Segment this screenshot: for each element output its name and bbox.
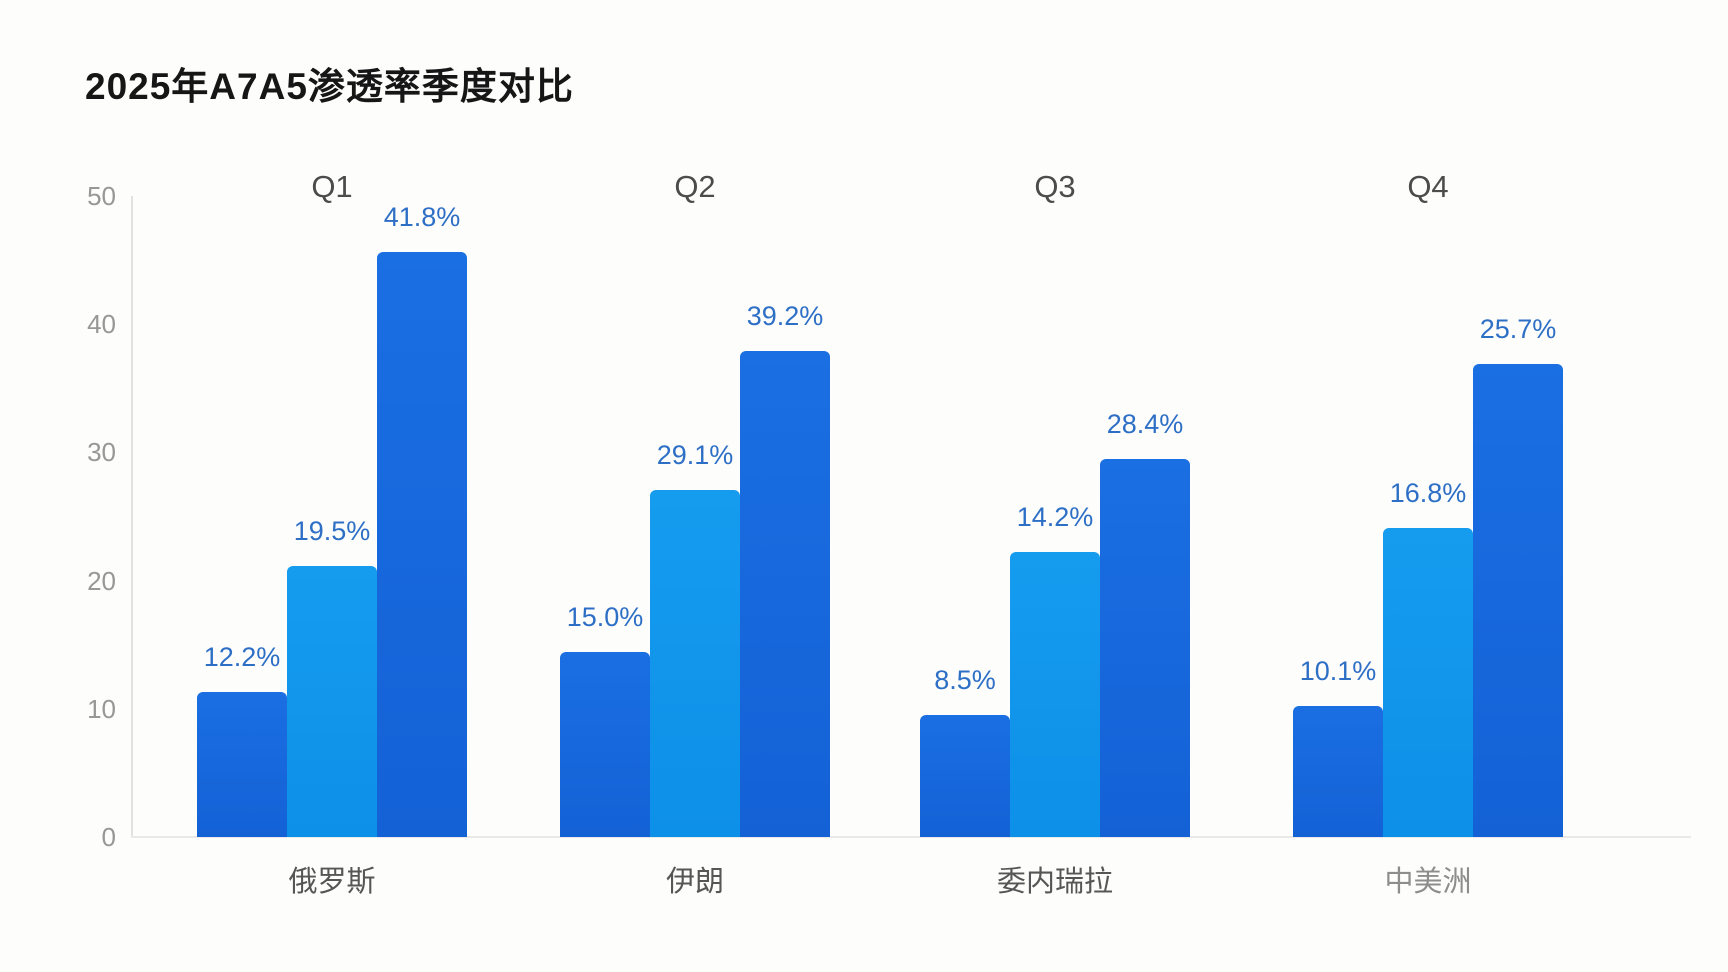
chart-title: 2025年A7A5渗透率季度对比 xyxy=(85,66,574,107)
y-axis-tick-label-30: 30 xyxy=(87,437,116,468)
bar-value-label-iran-series1: 15.0% xyxy=(566,602,644,633)
bar-value-label-central-america-series3: 25.7% xyxy=(1479,313,1557,344)
y-axis-line xyxy=(131,196,133,837)
y-axis-tick-label-10: 10 xyxy=(87,693,116,724)
category-label-iran: 伊朗 xyxy=(665,866,724,898)
bar-venezuela-series1 xyxy=(920,715,1010,837)
x-axis-baseline xyxy=(131,836,1691,838)
bar-value-label-venezuela-series1: 8.5% xyxy=(934,665,996,696)
bar-russia-series2 xyxy=(287,566,377,837)
category-label-venezuela: 委内瑞拉 xyxy=(996,866,1113,898)
y-axis-tick-label-0: 0 xyxy=(101,822,116,852)
quarter-header-q3: Q3 xyxy=(1034,169,1076,204)
bar-value-label-venezuela-series3: 28.4% xyxy=(1106,408,1184,439)
y-axis-tick-label-40: 40 xyxy=(87,309,116,340)
bar-value-label-iran-series2: 29.1% xyxy=(656,439,734,470)
bar-value-label-iran-series3: 39.2% xyxy=(746,301,824,332)
bar-iran-series1 xyxy=(560,652,650,837)
bar-russia-series1 xyxy=(197,692,287,837)
bar-value-label-central-america-series2: 16.8% xyxy=(1389,478,1467,509)
y-axis-tick-label-20: 20 xyxy=(87,565,116,596)
bar-russia-series3 xyxy=(377,252,467,837)
y-axis-tick-label-50: 50 xyxy=(87,181,116,211)
quarter-header-q1: Q1 xyxy=(311,169,353,204)
bar-value-label-russia-series1: 12.2% xyxy=(203,642,281,673)
category-label-russia: 俄罗斯 xyxy=(288,866,376,898)
quarter-header-q4: Q4 xyxy=(1407,169,1449,204)
bar-value-label-russia-series2: 19.5% xyxy=(293,516,371,547)
bar-central-america-series2 xyxy=(1383,528,1473,837)
bar-iran-series2 xyxy=(650,489,740,837)
bar-venezuela-series2 xyxy=(1010,552,1100,837)
bar-central-america-series1 xyxy=(1293,706,1383,837)
bar-value-label-venezuela-series2: 14.2% xyxy=(1016,502,1094,533)
bar-value-label-central-america-series1: 10.1% xyxy=(1299,656,1377,687)
category-label-central-america: 中美洲 xyxy=(1384,866,1472,898)
bar-venezuela-series3 xyxy=(1100,458,1190,837)
bar-central-america-series3 xyxy=(1473,363,1563,837)
bar-iran-series3 xyxy=(740,351,830,837)
quarter-header-q2: Q2 xyxy=(674,169,716,204)
bar-value-label-russia-series3: 41.8% xyxy=(383,202,461,233)
